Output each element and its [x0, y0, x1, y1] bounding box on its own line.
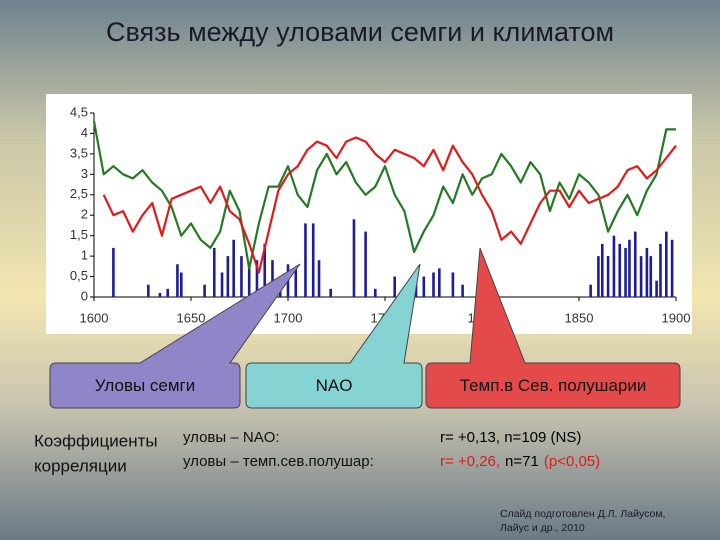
bar [633, 231, 637, 297]
bar [645, 247, 649, 297]
bar [589, 284, 592, 297]
bar [294, 268, 298, 297]
bar [158, 292, 162, 297]
correlation-heading: Коэффициенты [34, 431, 158, 450]
line [102, 136, 677, 274]
callout-label: NAO [316, 376, 353, 395]
bar [317, 260, 321, 297]
bar [597, 256, 600, 297]
bar [263, 243, 267, 297]
bar [374, 288, 377, 297]
bar [203, 284, 206, 297]
bar [422, 276, 426, 297]
bar [461, 284, 464, 297]
correlation-label: уловы – темп.сев.полушар: [183, 453, 374, 470]
bar [665, 231, 668, 297]
bar [393, 276, 396, 297]
bar [304, 223, 307, 297]
x-tick-label: 1600 [80, 310, 109, 325]
correlation-part: n=71 [505, 453, 539, 470]
bar [606, 256, 610, 297]
correlation-part: (p<0,05) [544, 453, 600, 470]
slide-title: Связь между уловами семги и климатом [106, 17, 614, 47]
bar [247, 264, 251, 297]
callout [49, 263, 301, 409]
y-tick-label: 0 [81, 288, 88, 303]
bar [166, 288, 170, 297]
bar [112, 247, 115, 297]
correlation-label: уловы – NAO: [183, 429, 280, 446]
y-tick-label: 3,5 [70, 145, 88, 160]
correlation-value: r= +0,13, n=109 (NS) [440, 429, 581, 446]
line [92, 121, 676, 270]
bar [220, 272, 224, 297]
y-tick-label: 3 [81, 166, 88, 181]
bar [212, 247, 216, 297]
correlation-part: r= +0,13, n=109 (NS) [440, 429, 581, 446]
bar [364, 231, 367, 297]
bar [271, 260, 274, 297]
correlation-heading: корреляции [34, 456, 127, 475]
bar [226, 256, 230, 297]
callout-label: Темп.в Сев. полушарии [460, 376, 647, 395]
callout-label: Уловы семги [95, 376, 196, 395]
bar [432, 272, 435, 297]
bar [624, 247, 627, 297]
credit: Лайус и др., 2010 [500, 522, 585, 534]
x-tick-label: 1650 [177, 310, 206, 325]
bar [639, 256, 643, 297]
y-tick-label: 2,5 [70, 186, 88, 201]
bar [147, 284, 150, 297]
correlation-value: r= +0,26, n=71 (p<0,05) [440, 453, 600, 470]
bar [451, 272, 455, 297]
y-tick-label: 0,5 [70, 268, 88, 283]
x-tick-label: 1850 [565, 310, 594, 325]
y-tick-label: 1,5 [70, 227, 88, 242]
y-tick-label: 1 [81, 248, 88, 263]
bar [352, 219, 356, 297]
bar [628, 239, 631, 297]
bar [176, 264, 179, 297]
bar [649, 256, 653, 297]
plot-area [46, 94, 692, 334]
bar [618, 243, 622, 297]
x-tick-label: 1700 [274, 310, 303, 325]
bar [311, 223, 315, 297]
y-tick-label: 4 [81, 125, 88, 140]
y-tick-label: 4,5 [70, 104, 88, 119]
callout [425, 247, 681, 409]
bar [180, 272, 183, 297]
bar [655, 280, 658, 297]
correlation-part: r= +0,26, [440, 453, 500, 470]
credit: Слайд подготовлен Д.Л. Лайусом, [500, 508, 665, 520]
x-tick-label: 1900 [662, 310, 691, 325]
bar [232, 239, 235, 297]
bar [255, 260, 259, 297]
callout [245, 263, 423, 409]
bar [659, 243, 662, 297]
y-tick-label: 2 [81, 207, 88, 222]
bar [438, 268, 441, 297]
bar [600, 243, 604, 297]
bar [329, 288, 332, 297]
bar [240, 256, 243, 297]
bar [670, 239, 674, 297]
bar [612, 235, 616, 297]
